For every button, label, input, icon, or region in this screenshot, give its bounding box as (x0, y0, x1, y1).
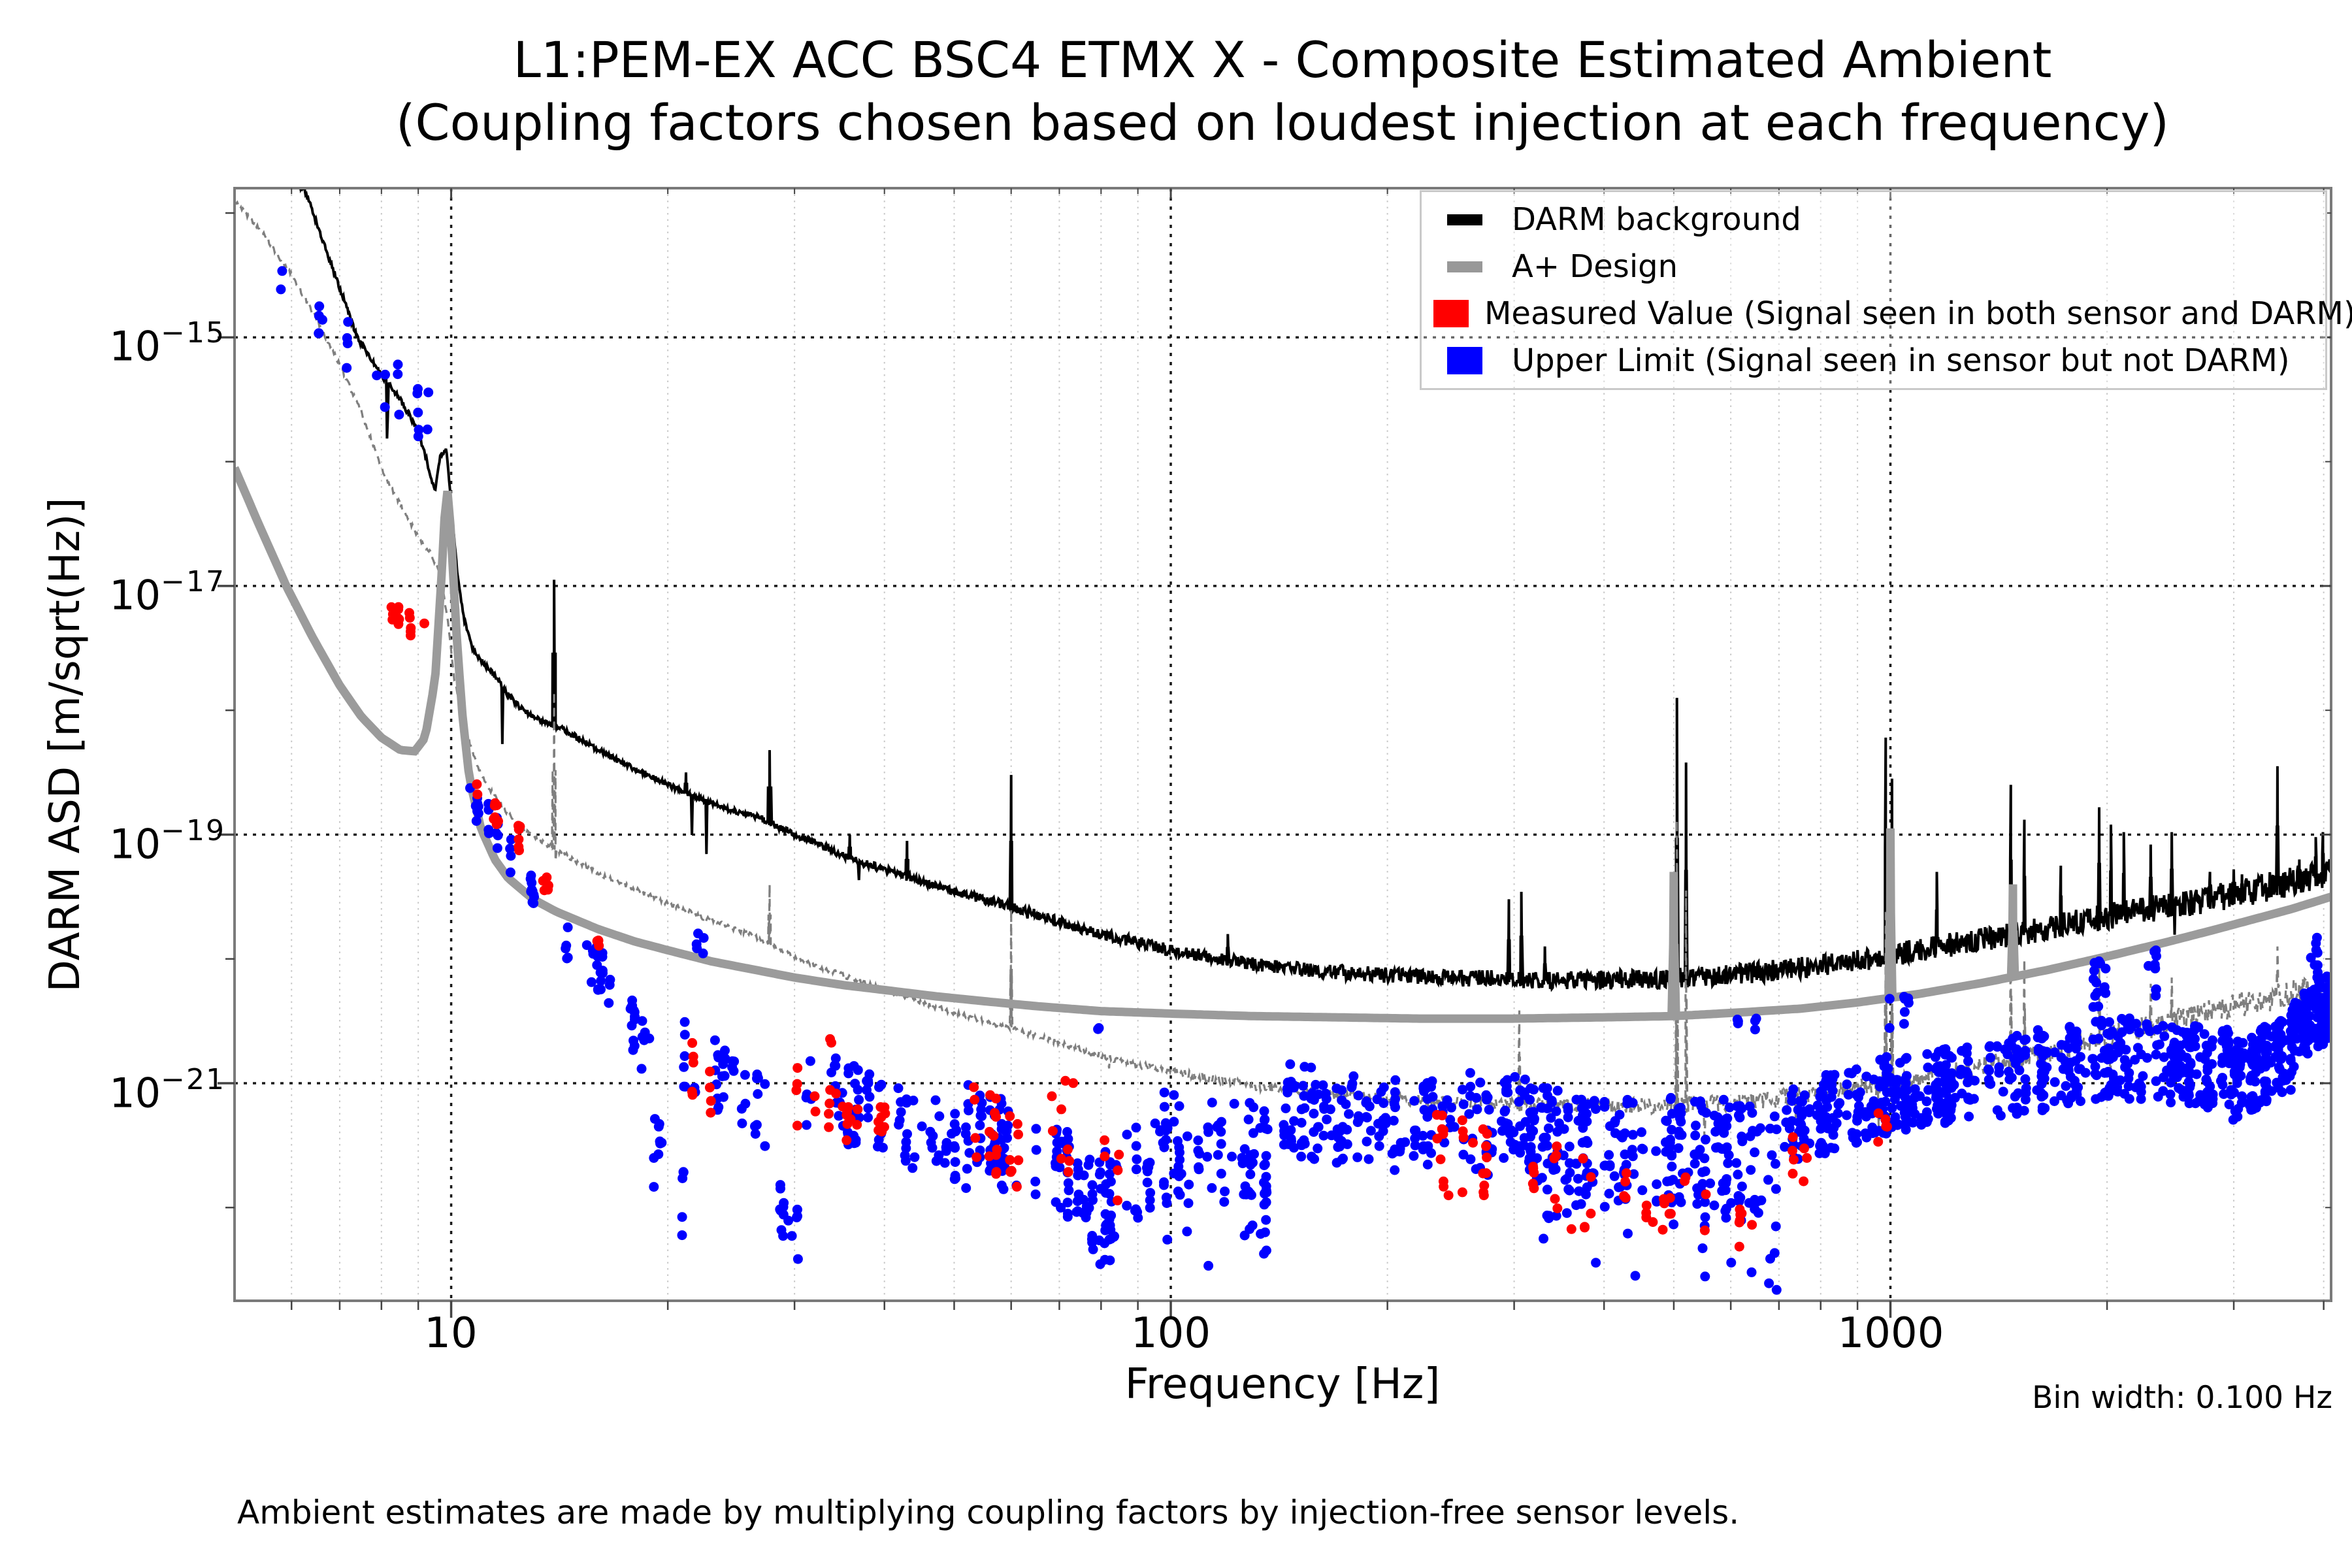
legend-item-darm-background: DARM background (1422, 199, 2325, 240)
aplus-design-line (235, 466, 2331, 1023)
measured-value-points (386, 602, 1892, 1252)
legend-label: DARM background (1512, 201, 1801, 238)
chart-title: L1:PEM-EX ACC BSC4 ETMX X - Composite Es… (106, 29, 2352, 154)
x-axis-label: Frequency [Hz] (1124, 1360, 1441, 1409)
axis-ticks (218, 188, 2331, 1318)
aplus-design-marker-icon (1447, 261, 1482, 272)
legend-label: Measured Value (Signal seen in both sens… (1484, 295, 2352, 332)
upper-limit-points (276, 266, 2331, 1295)
bin-width-note: Bin width: 0.100 Hz (2032, 1380, 2332, 1416)
darm-background-line (297, 188, 2331, 992)
legend-label: A+ Design (1512, 248, 1678, 285)
legend: DARM background A+ Design Measured Value… (1420, 190, 2352, 390)
x-tick-label-100: 100 (1130, 1309, 1211, 1358)
darm-background-marker-icon (1447, 214, 1482, 225)
grid-major (235, 188, 2331, 1301)
legend-item-upper-limit: Upper Limit (Signal seen in sensor but n… (1422, 340, 2325, 382)
y-tick-label-1e-17: 10−17 (109, 565, 225, 619)
x-tick-label-1000: 1000 (1837, 1309, 1944, 1358)
y-tick-label-1e-19: 10−19 (109, 814, 225, 868)
footnote: Ambient estimates are made by multiplyin… (237, 1494, 1740, 1531)
chart-title-line1: L1:PEM-EX ACC BSC4 ETMX X - Composite Es… (513, 31, 2052, 89)
y-tick-label-1e-21: 10−21 (109, 1063, 225, 1117)
y-tick-label-1e-15: 10−15 (109, 316, 225, 370)
measured-value-marker-icon (1433, 300, 1469, 327)
legend-item-measured-value: Measured Value (Signal seen in both sens… (1422, 293, 2352, 335)
legend-label: Upper Limit (Signal seen in sensor but n… (1512, 342, 2290, 379)
plot-frame (233, 187, 2332, 1302)
x-tick-label-10: 10 (424, 1309, 478, 1358)
upper-limit-marker-icon (1447, 347, 1482, 374)
chart-title-line2: (Coupling factors chosen based on loudes… (395, 93, 2170, 152)
legend-item-aplus-design: A+ Design (1422, 246, 2325, 287)
